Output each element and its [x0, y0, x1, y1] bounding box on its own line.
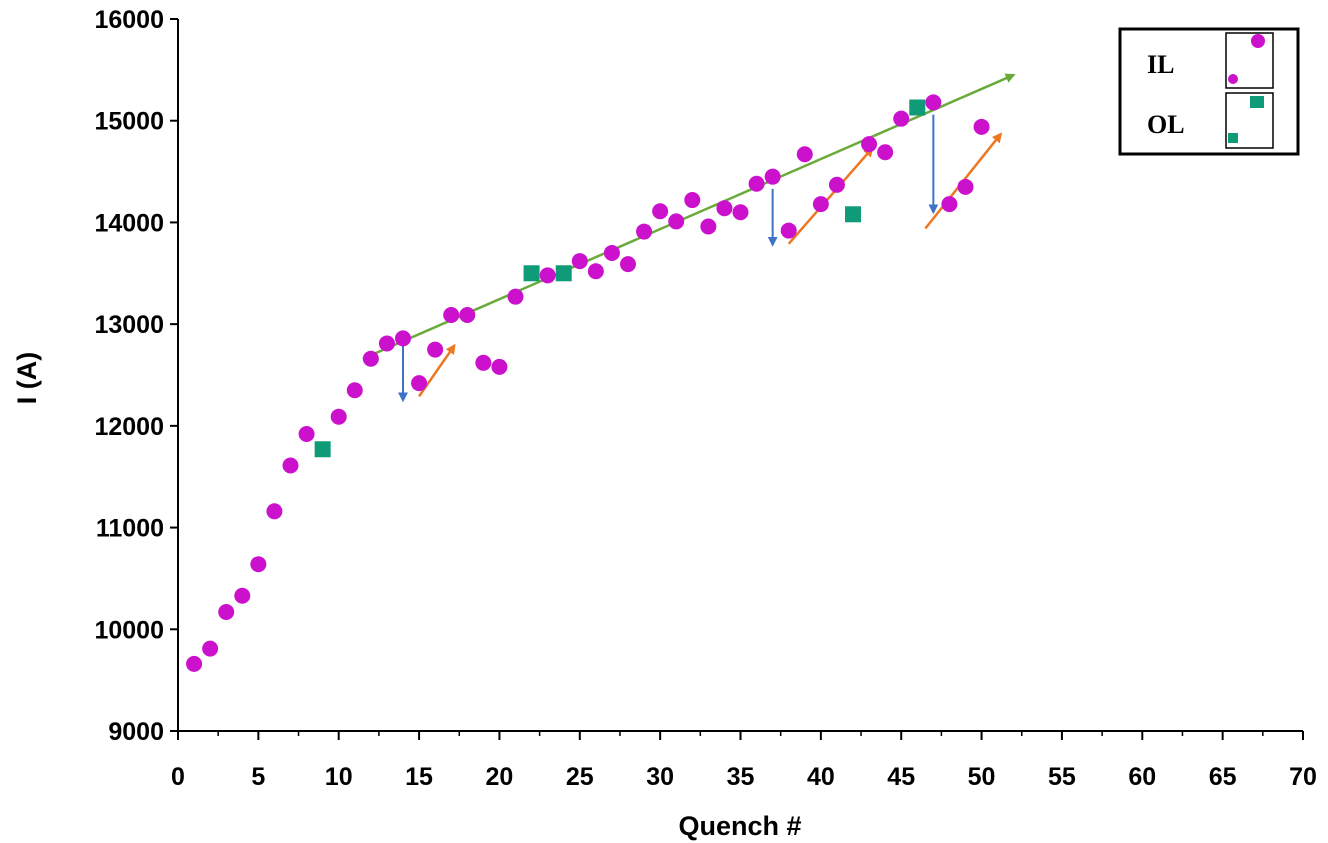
data-point-ol: [909, 99, 926, 116]
data-point-il: [732, 204, 749, 221]
data-point-il: [684, 192, 701, 209]
y-tick-label: 14000: [94, 209, 164, 237]
x-tick-label: 25: [566, 763, 594, 791]
x-tick-label: 50: [968, 763, 996, 791]
data-point-il: [877, 144, 894, 161]
legend-swatch-ol: [1250, 96, 1264, 108]
data-point-il: [330, 408, 347, 425]
data-point-il: [893, 110, 910, 127]
data-point-il: [234, 587, 251, 604]
x-tick-label: 10: [325, 763, 353, 791]
data-point-il: [362, 350, 379, 367]
legend-swatch-il: [1251, 34, 1265, 48]
data-point-il: [941, 196, 958, 213]
legend-label-il: IL: [1147, 50, 1174, 79]
data-point-il: [571, 253, 588, 270]
data-point-il: [764, 168, 781, 185]
y-tick-label: 11000: [96, 515, 164, 543]
data-point-il: [925, 94, 942, 111]
data-point-il: [298, 425, 315, 442]
data-point-il: [266, 503, 283, 520]
data-point-il: [652, 203, 669, 220]
data-point-il: [475, 354, 492, 371]
data-point-ol: [845, 206, 861, 223]
data-point-ol: [523, 265, 540, 282]
data-point-il: [780, 222, 797, 239]
data-point-il: [282, 457, 299, 474]
data-point-ol: [314, 441, 331, 458]
y-tick-label: 9000: [108, 718, 164, 746]
x-tick-label: 20: [486, 763, 514, 791]
data-point-il: [620, 256, 636, 273]
data-point-il: [427, 341, 444, 358]
data-point-il: [861, 136, 878, 153]
legend-swatch-il: [1228, 74, 1238, 84]
data-point-il: [250, 556, 267, 573]
data-point-il: [443, 306, 460, 323]
data-point-il: [973, 118, 990, 135]
data-point-il: [812, 196, 829, 213]
data-point-il: [539, 267, 556, 284]
data-point-il: [957, 178, 974, 195]
x-tick-label: 40: [807, 763, 835, 791]
y-tick-label: 13000: [94, 311, 164, 339]
data-point-il: [346, 382, 363, 399]
data-point-ol: [555, 265, 572, 282]
data-point-il: [796, 146, 813, 163]
x-tick-label: 35: [727, 763, 755, 791]
y-tick-label: 12000: [94, 413, 164, 441]
x-tick-label: 15: [405, 763, 433, 791]
data-point-il: [668, 213, 685, 230]
legend-swatch-ol: [1228, 133, 1238, 143]
data-point-il: [587, 263, 604, 280]
data-point-il: [411, 375, 428, 392]
data-point-il: [459, 306, 476, 323]
y-tick-label: 16000: [94, 6, 164, 34]
data-point-il: [716, 200, 733, 217]
data-point-il: [603, 244, 620, 261]
data-point-il: [507, 288, 524, 305]
rise-arrow: [787, 146, 874, 245]
x-tick-label: 5: [251, 763, 265, 791]
data-point-il: [218, 603, 235, 620]
x-tick-label: 0: [171, 763, 185, 791]
data-point-il: [700, 218, 717, 235]
data-point-il: [828, 176, 845, 193]
x-tick-label: 60: [1128, 763, 1156, 791]
legend: IL OL: [1118, 27, 1300, 156]
x-tick-label: 45: [887, 763, 915, 791]
x-axis-title: Quench #: [678, 811, 801, 841]
x-tick-label: 70: [1289, 763, 1317, 791]
data-point-il: [202, 640, 219, 657]
y-tick-label: 15000: [94, 108, 164, 136]
y-axis-title: I (A): [12, 352, 42, 404]
data-point-il: [378, 335, 395, 352]
data-point-il: [636, 223, 653, 240]
data-point-il: [395, 330, 411, 347]
x-tick-label: 65: [1209, 763, 1237, 791]
data-point-il: [748, 175, 765, 192]
y-tick-label: 10000: [94, 616, 164, 644]
data-point-il: [186, 655, 203, 672]
x-tick-label: 30: [646, 763, 674, 791]
x-tick-label: 55: [1048, 763, 1076, 791]
legend-label-ol: OL: [1147, 110, 1185, 139]
data-point-il: [491, 358, 508, 375]
